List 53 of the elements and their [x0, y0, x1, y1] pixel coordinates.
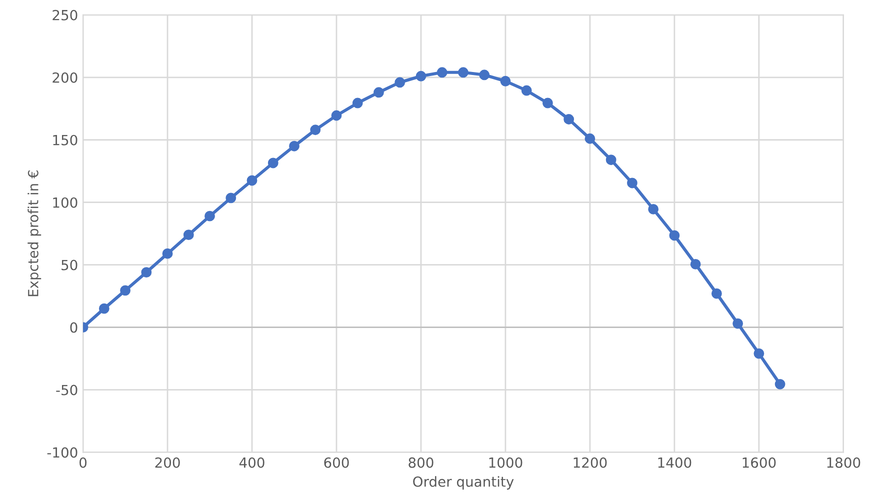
x-tick-label: 1200 [574, 457, 607, 468]
point [310, 124, 321, 136]
point [246, 175, 258, 186]
y-tick-label: 0 [70, 322, 78, 333]
point [120, 285, 130, 296]
point [564, 114, 574, 124]
x-tick-label: 0 [80, 457, 87, 468]
point [584, 133, 596, 144]
y-tick-label: 100 [53, 197, 78, 208]
x-tick-label: 1000 [489, 457, 522, 468]
point [648, 204, 659, 214]
x-tick-label: 800 [408, 457, 434, 468]
point [774, 378, 786, 390]
x-tick-label: 600 [324, 457, 349, 468]
point [204, 210, 215, 222]
x-tick-label: 1600 [742, 457, 776, 468]
x-tick-label: 1400 [658, 457, 692, 468]
point [521, 85, 532, 96]
x-tick-label: 400 [239, 457, 264, 468]
point [394, 77, 406, 88]
point [711, 288, 722, 299]
point [436, 67, 448, 78]
point [226, 192, 236, 204]
point [606, 154, 616, 166]
point [458, 67, 468, 78]
point [183, 230, 194, 240]
point [669, 230, 680, 241]
point [690, 258, 701, 270]
point [141, 267, 152, 278]
y-tick-label: -100 [47, 447, 78, 458]
y-tick-label: 200 [52, 72, 78, 83]
y-tick-label: -50 [56, 384, 78, 396]
y-axis-title: Expcted profit in € [28, 170, 42, 296]
point [479, 70, 490, 80]
point [268, 158, 278, 168]
point [754, 348, 764, 359]
y-tick-label: 50 [62, 260, 78, 270]
y-tick-label: 150 [53, 134, 78, 146]
point [162, 248, 173, 259]
x-axis-title: Order quantity [413, 476, 514, 490]
point [98, 303, 110, 314]
point [626, 178, 638, 188]
point [331, 110, 342, 121]
point [500, 76, 511, 86]
point [542, 98, 553, 108]
x-tick-label: 1800 [827, 457, 860, 468]
point [416, 70, 426, 82]
point [289, 140, 300, 152]
x-tick-label: 200 [155, 457, 180, 468]
point [732, 318, 744, 329]
point [352, 98, 363, 108]
y-tick-label: 250 [52, 10, 78, 20]
point [374, 87, 384, 98]
